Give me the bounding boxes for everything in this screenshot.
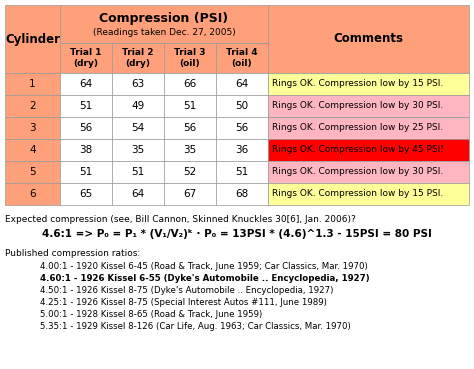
Text: Trial 4
(oil): Trial 4 (oil) — [226, 48, 258, 68]
Text: 51: 51 — [79, 101, 92, 111]
Text: 52: 52 — [183, 167, 197, 177]
Bar — [216, 95, 268, 117]
Text: 2: 2 — [29, 101, 36, 111]
Bar — [5, 139, 60, 161]
Text: 4.25:1 - 1926 Kissel 8-75 (Special Interest Autos #111, June 1989): 4.25:1 - 1926 Kissel 8-75 (Special Inter… — [40, 298, 327, 307]
Text: 5: 5 — [29, 167, 36, 177]
Text: 56: 56 — [79, 123, 92, 133]
Bar — [268, 95, 469, 117]
Bar — [60, 139, 112, 161]
Text: 51: 51 — [236, 167, 249, 177]
Text: Rings OK. Compression low by 45 PSI!: Rings OK. Compression low by 45 PSI! — [272, 145, 444, 155]
Bar — [5, 183, 60, 205]
Bar — [60, 183, 112, 205]
Text: 50: 50 — [236, 101, 248, 111]
Bar — [216, 73, 268, 95]
Bar — [164, 117, 216, 139]
Text: 3: 3 — [29, 123, 36, 133]
Text: 4.6:1 => P₀ = P₁ * (V₁/V₂)ᵏ · P₀ = 13PSI * (4.6)^1.3 - 15PSI = 80 PSI: 4.6:1 => P₀ = P₁ * (V₁/V₂)ᵏ · P₀ = 13PSI… — [42, 229, 432, 239]
Text: 35: 35 — [131, 145, 145, 155]
Text: 64: 64 — [236, 79, 249, 89]
Bar — [60, 95, 112, 117]
Bar — [164, 161, 216, 183]
Bar — [268, 117, 469, 139]
Text: 4.00:1 - 1920 Kissel 6-45 (Road & Track, June 1959; Car Classics, Mar. 1970): 4.00:1 - 1920 Kissel 6-45 (Road & Track,… — [40, 262, 368, 271]
Text: Cylinder: Cylinder — [5, 32, 60, 45]
Text: Trial 2
(dry): Trial 2 (dry) — [122, 48, 154, 68]
Bar — [268, 139, 469, 161]
Bar — [112, 95, 164, 117]
Bar — [112, 43, 164, 73]
Bar — [164, 95, 216, 117]
Bar — [5, 117, 60, 139]
Bar — [216, 117, 268, 139]
Bar — [268, 161, 469, 183]
Bar — [112, 117, 164, 139]
Text: Compression (PSI): Compression (PSI) — [100, 12, 228, 25]
Bar — [268, 5, 469, 73]
Text: Rings OK. Compression low by 15 PSI.: Rings OK. Compression low by 15 PSI. — [272, 79, 443, 89]
Text: 54: 54 — [131, 123, 145, 133]
Bar — [60, 117, 112, 139]
Text: 38: 38 — [79, 145, 92, 155]
Text: 5.35:1 - 1929 Kissel 8-126 (Car Life, Aug. 1963; Car Classics, Mar. 1970): 5.35:1 - 1929 Kissel 8-126 (Car Life, Au… — [40, 322, 351, 331]
Bar — [60, 43, 112, 73]
Text: Rings OK. Compression low by 25 PSI.: Rings OK. Compression low by 25 PSI. — [272, 124, 443, 132]
Text: Comments: Comments — [334, 32, 403, 45]
Text: 4.50:1 - 1926 Kissel 8-75 (Dyke's Automobile .. Encyclopedia, 1927): 4.50:1 - 1926 Kissel 8-75 (Dyke's Automo… — [40, 286, 333, 295]
Text: 64: 64 — [131, 189, 145, 199]
Bar — [216, 183, 268, 205]
Text: 63: 63 — [131, 79, 145, 89]
Text: 56: 56 — [183, 123, 197, 133]
Text: 51: 51 — [183, 101, 197, 111]
Bar — [216, 161, 268, 183]
Bar — [5, 5, 60, 73]
Bar — [164, 43, 216, 73]
Bar — [5, 95, 60, 117]
Text: 66: 66 — [183, 79, 197, 89]
Text: 51: 51 — [79, 167, 92, 177]
Text: Trial 1
(dry): Trial 1 (dry) — [70, 48, 102, 68]
Text: 35: 35 — [183, 145, 197, 155]
Text: 4.60:1 - 1926 Kissel 6-55 (Dyke's Automobile .. Encyclopedia, 1927): 4.60:1 - 1926 Kissel 6-55 (Dyke's Automo… — [40, 274, 370, 283]
Bar — [164, 73, 216, 95]
Text: Rings OK. Compression low by 30 PSI.: Rings OK. Compression low by 30 PSI. — [272, 101, 443, 110]
Text: 36: 36 — [236, 145, 249, 155]
Bar — [216, 139, 268, 161]
Text: 6: 6 — [29, 189, 36, 199]
Text: Published compression ratios:: Published compression ratios: — [5, 249, 140, 258]
Bar — [268, 73, 469, 95]
Bar — [112, 161, 164, 183]
Bar — [164, 183, 216, 205]
Text: Trial 3
(oil): Trial 3 (oil) — [174, 48, 206, 68]
Bar — [164, 139, 216, 161]
Text: 56: 56 — [236, 123, 249, 133]
Text: Rings OK. Compression low by 30 PSI.: Rings OK. Compression low by 30 PSI. — [272, 168, 443, 176]
Text: 51: 51 — [131, 167, 145, 177]
Text: 67: 67 — [183, 189, 197, 199]
Text: (Readings taken Dec. 27, 2005): (Readings taken Dec. 27, 2005) — [92, 28, 236, 37]
Text: 68: 68 — [236, 189, 249, 199]
Bar — [112, 73, 164, 95]
Bar — [216, 43, 268, 73]
Bar — [268, 183, 469, 205]
Bar — [60, 161, 112, 183]
Bar — [60, 5, 268, 43]
Text: Expected compression (see, Bill Cannon, Skinned Knuckles 30[6], Jan. 2006)?: Expected compression (see, Bill Cannon, … — [5, 215, 356, 224]
Bar — [5, 73, 60, 95]
Text: Rings OK. Compression low by 15 PSI.: Rings OK. Compression low by 15 PSI. — [272, 190, 443, 199]
Text: 1: 1 — [29, 79, 36, 89]
Bar — [5, 161, 60, 183]
Bar — [112, 183, 164, 205]
Text: 64: 64 — [79, 79, 92, 89]
Text: 4: 4 — [29, 145, 36, 155]
Bar — [112, 139, 164, 161]
Bar — [60, 73, 112, 95]
Text: 49: 49 — [131, 101, 145, 111]
Text: 5.00:1 - 1928 Kissel 8-65 (Road & Track, June 1959): 5.00:1 - 1928 Kissel 8-65 (Road & Track,… — [40, 310, 262, 319]
Text: 65: 65 — [79, 189, 92, 199]
